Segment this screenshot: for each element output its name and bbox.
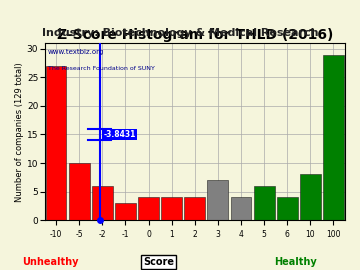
Bar: [69, 163, 90, 220]
Bar: [323, 55, 344, 220]
Text: The Research Foundation of SUNY: The Research Foundation of SUNY: [48, 66, 154, 71]
Bar: [138, 197, 159, 220]
Bar: [300, 174, 321, 220]
Text: www.textbiz.org: www.textbiz.org: [48, 49, 104, 55]
Bar: [161, 197, 182, 220]
Bar: [254, 186, 275, 220]
Bar: [277, 197, 298, 220]
Text: -3.8431: -3.8431: [103, 130, 136, 139]
Y-axis label: Number of companies (129 total): Number of companies (129 total): [15, 62, 24, 201]
Text: Healthy: Healthy: [274, 257, 316, 267]
Bar: [207, 180, 228, 220]
Bar: [46, 66, 67, 220]
Bar: [231, 197, 251, 220]
Text: Industry: Biotechnology & Medical Research: Industry: Biotechnology & Medical Resear…: [42, 28, 318, 38]
Title: Z-Score Histogram for THLD (2016): Z-Score Histogram for THLD (2016): [57, 28, 333, 42]
Text: Unhealthy: Unhealthy: [22, 257, 78, 267]
Bar: [184, 197, 205, 220]
Bar: [115, 203, 136, 220]
Bar: [92, 186, 113, 220]
Text: Score: Score: [143, 257, 174, 267]
